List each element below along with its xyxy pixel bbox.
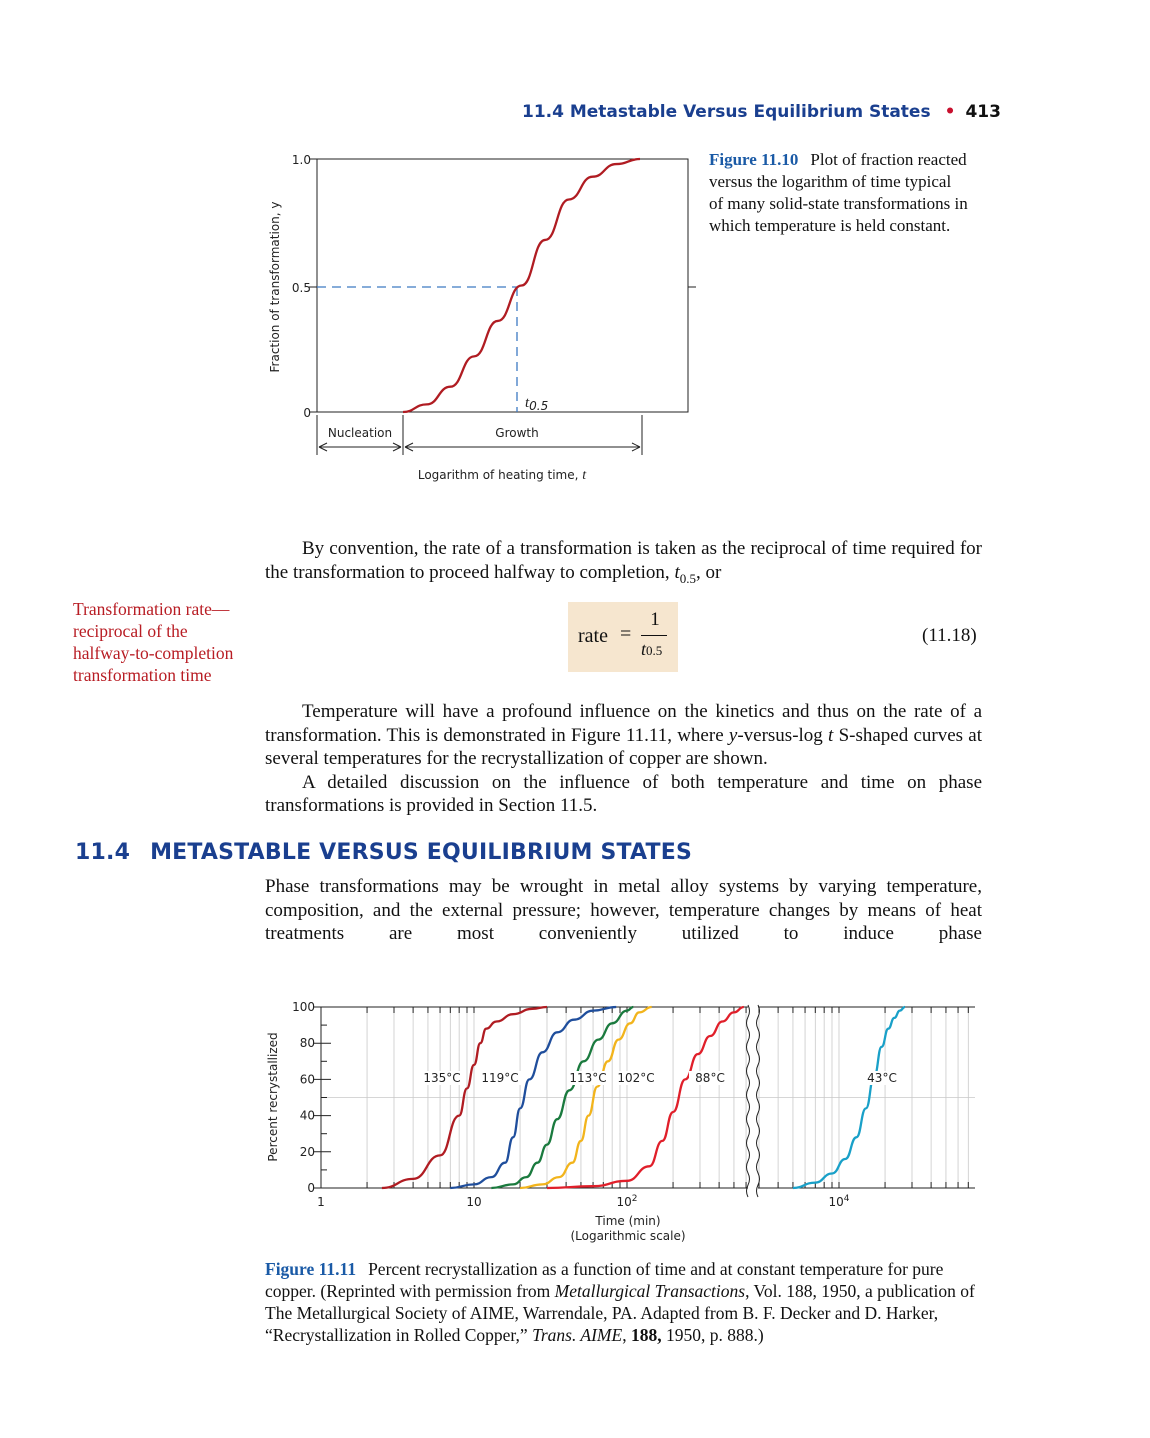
series-label: 113°C [569,1071,606,1085]
axis-break-gap [748,1005,758,1191]
y-tick-label: 0 [303,406,311,420]
figure-11-10-caption: Figure 11.10 Plot of fraction reacted ver… [709,149,969,237]
series-line [491,1005,634,1190]
x-axis-label: Logarithm of heating time, t [418,468,587,483]
figure-label: Figure 11.11 [265,1259,357,1279]
paragraph-3: A detailed discussion on the influence o… [265,771,982,817]
curve-labels: 135°C 119°C 113°C 102°C 88°C 43°C [421,1071,903,1085]
x-axis-label: Time (min) [594,1214,660,1228]
grid [321,1007,975,1188]
paragraph-text: Temperature will have a profound influen… [265,701,982,769]
arrowhead-icon [404,442,641,452]
break-mark-right-icon [756,1004,760,1198]
figure-label: Figure 11.10 [709,150,799,169]
figure-11-11-caption: Figure 11.11 Percent recrystallization as… [265,1258,985,1346]
x-tick-label: 104 [828,1194,849,1209]
equation-denominator: t0.5 [641,639,663,659]
caption-text: Plot of fraction reacted versus the loga… [709,150,968,235]
bullet-icon: • [944,102,956,122]
nucleation-label: Nucleation [328,426,392,440]
x-axis-note: (Logarithmic scale) [570,1229,685,1243]
paragraph-2: Temperature will have a profound influen… [265,700,982,818]
equation-number: (11.18) [922,625,977,646]
section-number: 11.4 [75,840,131,865]
series-line [546,1005,744,1190]
series-label: 43°C [867,1071,897,1085]
section-heading: 11.4 METASTABLE VERSUS EQUILIBRIUM STATES [75,840,692,865]
y-tick-label: 80 [300,1036,315,1050]
figure-11-11: 135°C 119°C 113°C 102°C 88°C 43°C 0 20 40 60 80 10… [266,1000,975,1243]
series-line [792,1005,906,1190]
y-axis-label: Fraction of transformation, y [268,202,282,373]
section-title: METASTABLE VERSUS EQUILIBRIUM STATES [150,840,693,865]
arrowhead-icon [318,442,402,452]
y-tick-label: 1.0 [292,153,311,167]
series-label: 135°C [423,1071,460,1085]
y-ticks: 0 20 40 60 80 100 [292,1000,331,1195]
paragraph-text: Phase transformations may be wrought in … [265,876,982,944]
y-tick-label: 100 [292,1000,315,1014]
series-label-bg [861,1071,903,1085]
figure-11-10: 1.0 0.5 0 Fraction of transformation, y … [268,153,696,483]
equation-lhs: rate [578,625,608,647]
caption-text: Percent recrystallization as a function … [265,1259,975,1345]
y-tick-label: 40 [300,1109,315,1123]
series-line [520,1005,652,1190]
running-head: 11.4 Metastable Versus Equilibrium State… [522,102,1001,122]
series-line [381,1005,548,1190]
series-label: 88°C [695,1071,725,1085]
y-tick-label: 20 [300,1145,315,1159]
x-tick-label: 1 [317,1195,325,1209]
equation-numerator: 1 [650,609,660,630]
y-tick-label: 0 [307,1181,315,1195]
series-line [450,1005,617,1190]
margin-note: Transformation rate—reciprocal of the ha… [73,599,234,685]
series-label: 119°C [481,1071,518,1085]
paragraph-4: Phase transformations may be wrought in … [265,875,982,946]
series-label-bg [567,1071,609,1085]
equation-equals: = [620,623,632,645]
running-head-section: 11.4 Metastable Versus Equilibrium State… [522,102,931,122]
y-tick-label: 60 [300,1072,315,1086]
series-label-bg [479,1071,521,1085]
series-label-bg [615,1071,657,1085]
y-tick-label: 0.5 [292,281,311,295]
x-tick-label: 10 [466,1195,481,1209]
series-label-bg [689,1071,731,1085]
page-number: 413 [965,102,1001,122]
plot-frame [316,158,689,413]
equation-box [568,602,678,672]
series-label-bg [421,1071,463,1085]
fraction-bar [641,635,667,636]
break-mark-left-icon [746,1004,750,1198]
paragraph-text: By convention, the rate of a transformat… [265,538,982,586]
growth-label: Growth [495,426,538,440]
t-half-label: t0.5 [525,395,548,413]
curves [381,1005,906,1190]
x-tick-label: 102 [616,1194,637,1209]
s-curve [402,157,641,414]
series-label: 102°C [617,1071,654,1085]
y-axis-label: Percent recrystallized [266,1032,280,1161]
paragraph-1: By convention, the rate of a transformat… [265,537,982,590]
